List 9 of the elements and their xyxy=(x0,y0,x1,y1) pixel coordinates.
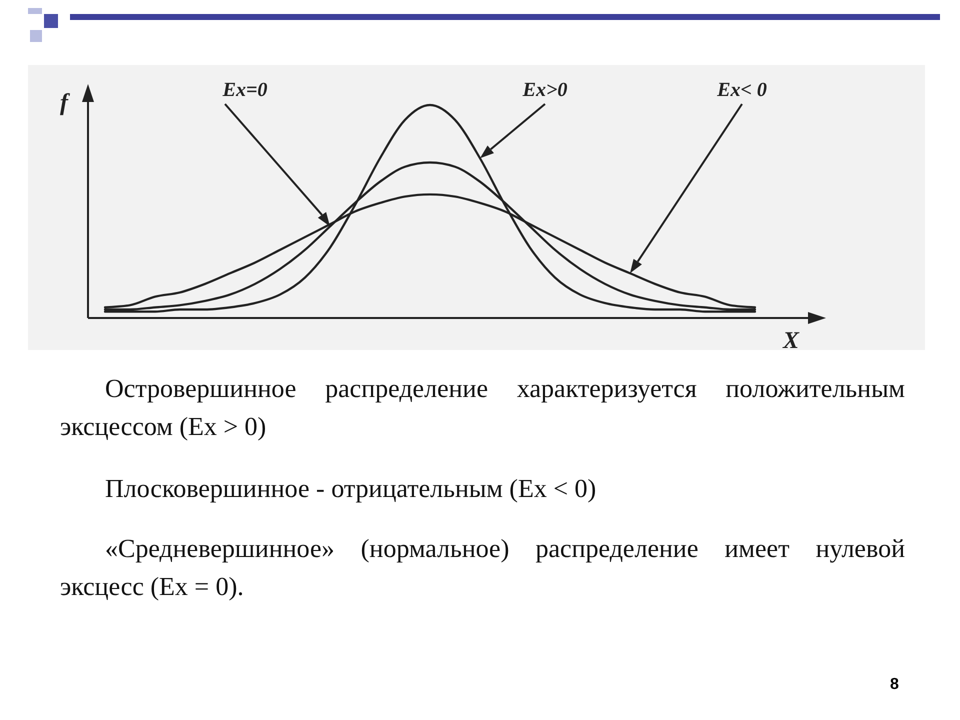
text: Островершинное распределение характеризуется положительным эксцессом (Ex > 0) xyxy=(60,373,905,443)
text: Ex>0 xyxy=(522,79,568,101)
text: Ex=0 xyxy=(222,79,268,101)
y-axis-title: f xyxy=(60,90,70,116)
text: 8 xyxy=(890,676,899,694)
x-axis-title: X xyxy=(782,328,800,354)
text: Ex< 0 xyxy=(716,79,767,101)
text: Плосковершинное - отрицательным (Ex < 0) xyxy=(104,473,598,505)
text: «Средневершинное» (нормальное) распределение имеет нулевой эксцесс (Ex = 0). xyxy=(60,533,905,603)
